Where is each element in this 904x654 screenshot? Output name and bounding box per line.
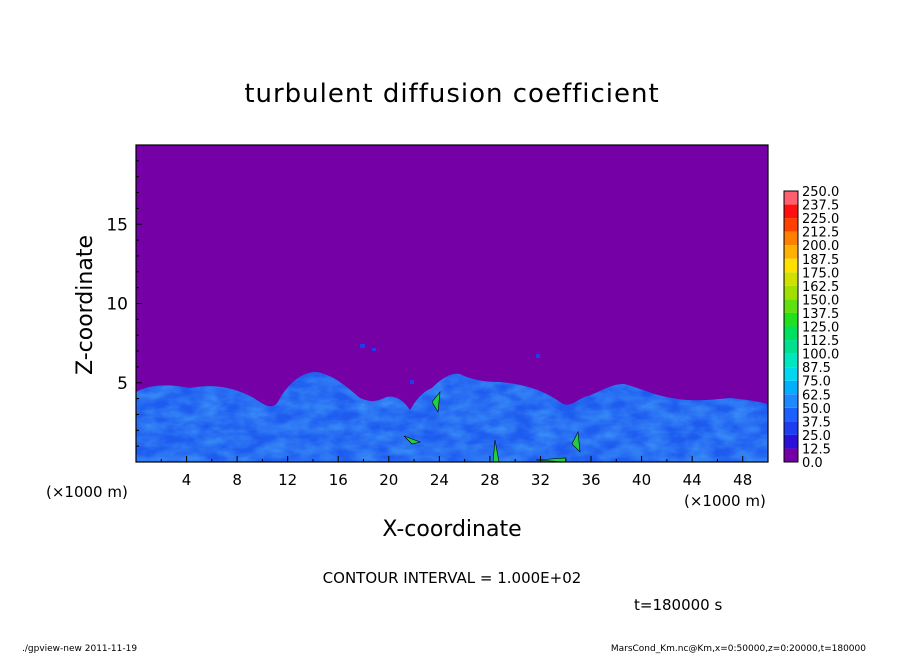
colorbar-label: 37.5 — [802, 415, 831, 430]
colorbar-label: 100.0 — [802, 348, 839, 363]
colorbar-label: 50.0 — [802, 402, 831, 417]
x-axis-unit-left: (×1000 m) — [46, 483, 128, 501]
colorbar-swatch — [784, 245, 798, 259]
colorbar-label: 125.0 — [802, 321, 839, 336]
x-tick-label: 24 — [430, 471, 449, 489]
colorbar-label: 200.0 — [802, 239, 839, 254]
colorbar-swatch — [784, 272, 798, 286]
colorbar-label: 187.5 — [802, 253, 839, 268]
x-tick-label: 40 — [632, 471, 651, 489]
colorbar-swatch — [784, 191, 798, 205]
time-label: t=180000 s — [634, 596, 722, 614]
colorbar-swatch — [784, 299, 798, 313]
colorbar-swatch — [784, 448, 798, 462]
colorbar-swatch — [784, 258, 798, 273]
colorbar-label: 87.5 — [802, 361, 831, 376]
colorbar-label: 112.5 — [802, 334, 839, 349]
colorbar-frame — [783, 190, 799, 463]
colorbar-swatch — [784, 407, 798, 422]
colorbar-swatch — [784, 380, 798, 395]
colorbar-label: 150.0 — [802, 293, 839, 308]
plot-area — [135, 144, 769, 463]
y-tick-label: 5 — [117, 374, 128, 394]
colorbar-label: 12.5 — [802, 442, 831, 457]
x-tick-label: 4 — [182, 471, 192, 489]
colorbar-label: 75.0 — [802, 375, 831, 390]
x-tick-label: 20 — [379, 471, 398, 489]
contour-interval-label: CONTOUR INTERVAL = 1.000E+02 — [323, 569, 582, 587]
colorbar-swatch — [784, 367, 798, 381]
x-tick-label: 48 — [733, 471, 752, 489]
colorbar-label: 162.5 — [802, 280, 839, 295]
colorbar-swatch — [784, 434, 798, 449]
colorbar-swatch — [784, 353, 798, 368]
colorbar-label: 250.0 — [802, 185, 839, 200]
colorbar-label: 225.0 — [802, 212, 839, 227]
x-tick-label: 36 — [581, 471, 600, 489]
colorbar-label: 175.0 — [802, 266, 839, 281]
x-tick-label: 12 — [278, 471, 297, 489]
y-axis-ticks: 5 10 15 — [106, 160, 142, 447]
x-axis-unit-right: (×1000 m) — [684, 492, 766, 510]
x-axis-label: X-coordinate — [382, 517, 521, 542]
footer-left: ./gpview-new 2011-11-19 — [22, 644, 137, 654]
colorbar-label: 237.5 — [802, 199, 839, 214]
colorbar-label: 0.0 — [802, 456, 823, 471]
colorbar-label: 25.0 — [802, 429, 831, 444]
colorbar-label: 212.5 — [802, 226, 839, 241]
colorbar-swatch — [784, 231, 798, 246]
y-tick-label: 10 — [106, 295, 128, 315]
colorbar-swatch — [784, 394, 798, 408]
colorbar-swatch — [784, 285, 798, 300]
colorbar: 0.012.525.037.550.062.575.087.5100.0112.… — [783, 185, 839, 471]
footer-right: MarsCond_Km.nc@Km,x=0:50000,z=0:20000,t=… — [611, 644, 866, 654]
colorbar-swatch — [784, 218, 798, 232]
x-axis-ticks: 4 8 12 16 20 24 28 32 36 40 44 48 — [160, 456, 752, 489]
colorbar-swatch — [784, 204, 798, 219]
x-tick-label: 8 — [232, 471, 242, 489]
colorbar-swatch — [784, 340, 798, 354]
x-tick-label: 28 — [480, 471, 499, 489]
colorbar-label: 137.5 — [802, 307, 839, 322]
colorbar-swatch — [784, 326, 798, 341]
y-axis-label: Z-coordinate — [73, 235, 98, 375]
colorbar-swatch — [784, 421, 798, 435]
x-tick-label: 44 — [683, 471, 702, 489]
chart-title: turbulent diffusion coefficient — [244, 79, 659, 109]
x-tick-label: 32 — [531, 471, 550, 489]
y-tick-label: 15 — [106, 215, 128, 235]
x-tick-label: 16 — [329, 471, 348, 489]
colorbar-label: 62.5 — [802, 388, 831, 403]
colorbar-swatch — [784, 312, 798, 327]
